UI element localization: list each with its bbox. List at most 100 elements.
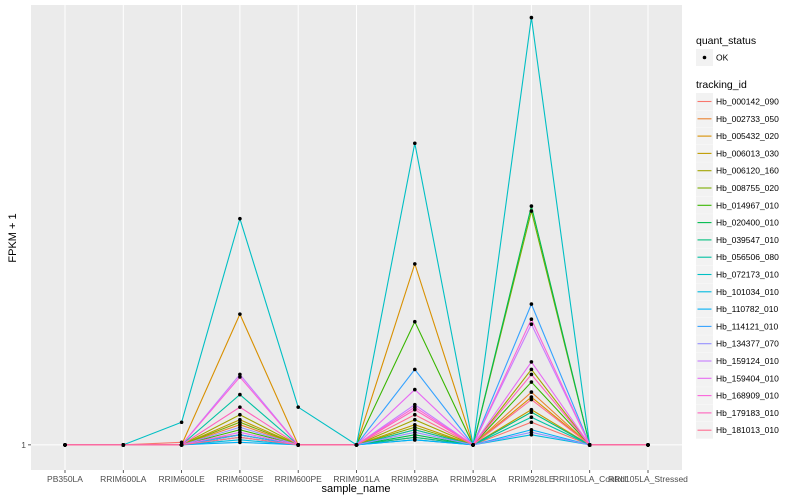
data-point xyxy=(413,430,417,435)
data-point xyxy=(238,392,242,397)
legend-label: Hb_159124_010 xyxy=(716,356,779,366)
legend-label: Hb_005432_020 xyxy=(716,131,779,141)
data-point xyxy=(529,317,534,321)
data-point xyxy=(587,443,592,447)
data-points xyxy=(63,15,650,447)
data-point xyxy=(529,420,534,425)
data-point xyxy=(529,407,534,412)
data-point xyxy=(413,262,417,266)
legend-label: Hb_159404_010 xyxy=(716,373,779,383)
data-point xyxy=(529,302,534,306)
data-point xyxy=(529,322,534,327)
data-point xyxy=(121,443,126,447)
y-axis-ticks: 1 xyxy=(21,440,31,450)
data-point xyxy=(413,438,417,442)
data-point xyxy=(529,372,534,377)
legend-point-key xyxy=(702,55,707,60)
data-point xyxy=(413,417,417,422)
x-axis-title: sample_name xyxy=(321,483,390,495)
data-point xyxy=(238,312,242,316)
data-point xyxy=(238,430,242,435)
legend-title-quant-status: quant_status xyxy=(696,35,756,47)
legend-label: Hb_114121_010 xyxy=(716,321,779,331)
data-point xyxy=(529,209,534,213)
data-point xyxy=(296,405,301,409)
legend-label: Hb_134377_070 xyxy=(716,339,779,349)
legend-label: Hb_002733_050 xyxy=(716,114,779,124)
data-point xyxy=(238,427,242,432)
data-point xyxy=(238,372,242,377)
legend-label: Hb_056506_080 xyxy=(716,252,779,262)
data-point xyxy=(238,420,242,425)
data-point xyxy=(529,430,534,435)
x-tick-label: RRIM928BA xyxy=(391,474,439,484)
data-point xyxy=(238,405,242,409)
x-tick-label: RRIM600SE xyxy=(216,474,264,484)
data-point xyxy=(529,415,534,420)
data-point xyxy=(529,367,534,372)
data-point xyxy=(238,433,242,437)
data-point xyxy=(413,433,417,437)
data-point xyxy=(413,319,417,324)
data-point xyxy=(238,435,242,440)
x-tick-label: RRIM928LE xyxy=(508,474,555,484)
data-point xyxy=(179,440,184,445)
data-point xyxy=(529,380,534,384)
legend-label: Hb_168909_010 xyxy=(716,391,779,401)
data-point xyxy=(413,407,417,412)
data-point xyxy=(413,427,417,432)
x-tick-label: RRIM600LA xyxy=(100,474,147,484)
legend-label: Hb_006120_160 xyxy=(716,166,779,176)
data-point xyxy=(238,422,242,427)
legend-label: Hb_039547_010 xyxy=(716,235,779,245)
x-tick-label: RRIM901LA xyxy=(333,474,380,484)
data-point xyxy=(413,402,417,407)
legend-label: Hb_181013_010 xyxy=(716,425,779,435)
data-point xyxy=(354,443,359,447)
legend-title-tracking-id: tracking_id xyxy=(696,79,747,91)
data-point xyxy=(646,443,650,447)
data-point xyxy=(529,395,534,399)
x-tick-label: RRIM600PE xyxy=(275,474,323,484)
data-point xyxy=(238,216,242,221)
data-point xyxy=(413,387,417,392)
data-point xyxy=(413,412,417,417)
legend-label: Hb_000142_090 xyxy=(716,97,779,107)
data-point xyxy=(413,422,417,427)
legend-label: Hb_179183_010 xyxy=(716,408,779,418)
x-tick-label: RRIM600LE xyxy=(158,474,205,484)
data-point xyxy=(179,420,184,425)
legend-label: Hb_101034_010 xyxy=(716,287,779,297)
data-point xyxy=(471,443,475,447)
data-point xyxy=(179,443,184,447)
legend-label: Hb_014967_010 xyxy=(716,200,779,210)
legend-label: Hb_020400_010 xyxy=(716,218,779,228)
data-point xyxy=(238,412,242,417)
legend-label: Hb_008755_020 xyxy=(716,183,779,193)
y-axis-title: FPKM + 1 xyxy=(7,213,19,262)
data-point xyxy=(238,425,242,430)
data-point xyxy=(413,405,417,409)
data-point xyxy=(413,425,417,430)
x-axis-ticks: PB350LA RRIM600LA RRIM600LE RRIM600SE RRIM60… xyxy=(47,470,688,484)
data-point xyxy=(296,443,301,447)
legend-label: Hb_006013_030 xyxy=(716,148,779,158)
legend-label: OK xyxy=(716,53,729,63)
x-tick-label: RRII105LA_Stressed xyxy=(608,474,688,484)
legend-label: Hb_110782_010 xyxy=(716,304,779,314)
data-point xyxy=(529,360,534,364)
data-point xyxy=(413,435,417,440)
data-point xyxy=(413,141,417,146)
data-point xyxy=(238,440,242,445)
data-point xyxy=(529,390,534,394)
legend-label: Hb_072173_010 xyxy=(716,270,779,280)
data-point xyxy=(63,443,67,447)
data-point xyxy=(529,204,534,208)
data-point xyxy=(238,375,242,379)
y-tick-label: 1 xyxy=(21,440,26,450)
data-point xyxy=(238,438,242,442)
x-tick-label: RRIM928LA xyxy=(450,474,497,484)
data-point xyxy=(529,427,534,432)
